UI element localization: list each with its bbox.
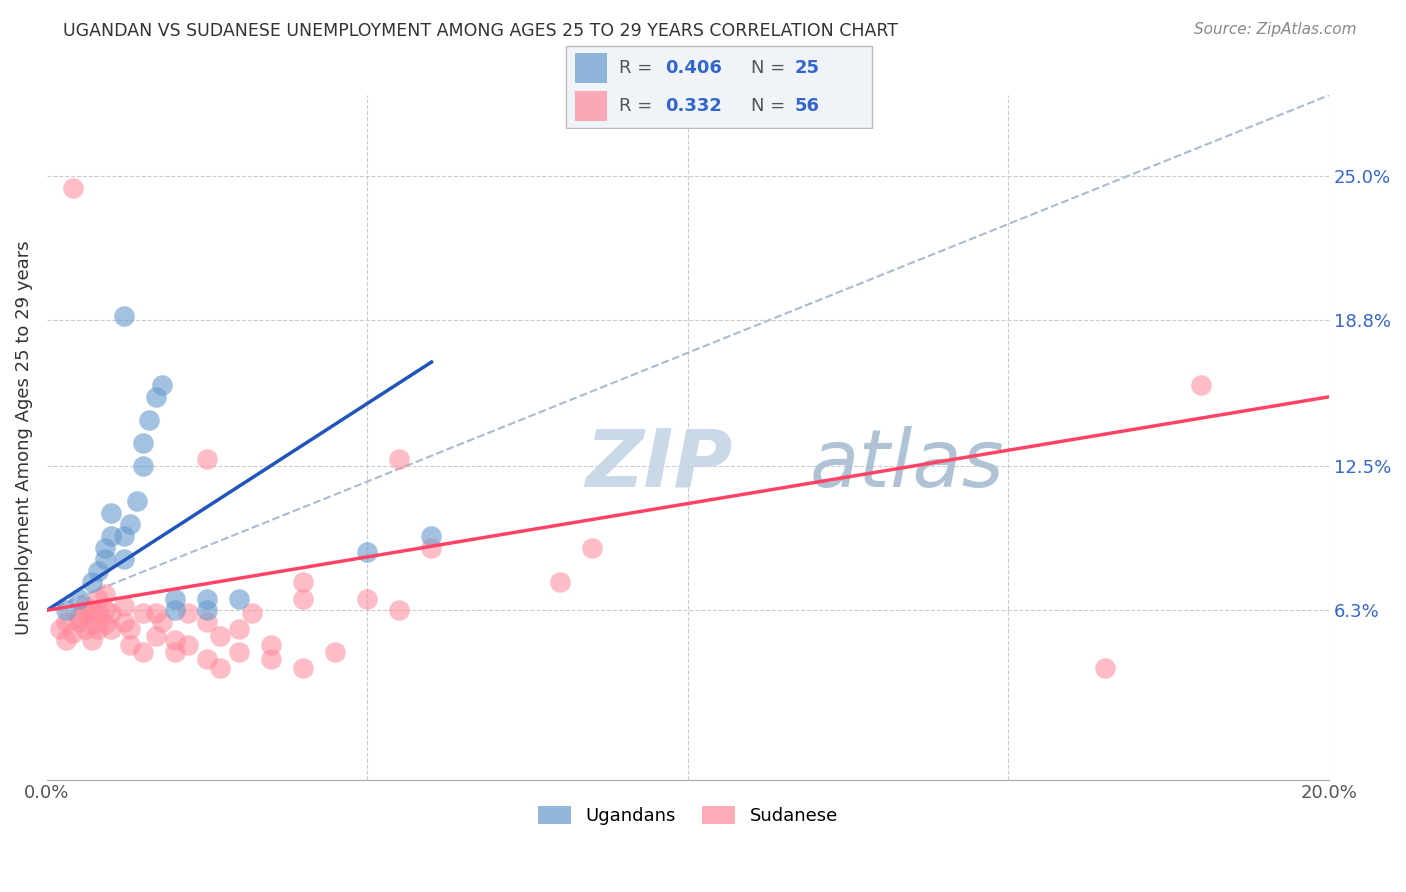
Point [55,603,77,617]
Text: N =: N = [751,97,790,115]
Point [80,603,103,617]
Point [93,603,115,617]
Point [420,529,443,543]
Point [195,591,218,606]
Point [1189,378,1212,392]
Point [100,506,122,520]
Point [165,603,187,617]
Text: R =: R = [619,97,658,115]
Point [93,541,115,555]
Point [195,603,218,617]
Point [87,606,110,620]
Point [80,617,103,632]
Point [112,529,135,543]
Point [150,615,173,629]
Point [67,610,90,624]
Point [165,633,187,648]
Point [150,378,173,392]
Point [93,552,115,566]
Point [62,626,84,640]
Text: N =: N = [751,59,790,77]
Point [80,575,103,590]
Point [195,615,218,629]
Point [132,436,155,450]
Point [93,587,115,601]
Point [112,615,135,629]
Text: atlas: atlas [810,425,1004,504]
Point [145,629,167,643]
Point [325,645,347,659]
Point [132,459,155,474]
Point [125,494,148,508]
Point [100,622,122,636]
Point [292,575,315,590]
Point [75,599,97,613]
Point [93,617,115,632]
Point [165,645,187,659]
Point [87,622,110,636]
Point [67,615,90,629]
Point [80,633,103,648]
Point [62,181,84,195]
Bar [575,91,607,120]
Point [112,309,135,323]
Point [581,541,603,555]
Point [1094,661,1116,675]
Point [75,622,97,636]
Point [548,575,571,590]
Text: Source: ZipAtlas.com: Source: ZipAtlas.com [1194,22,1357,37]
Point [55,633,77,648]
Point [75,606,97,620]
Point [120,517,142,532]
Point [145,606,167,620]
Point [420,541,443,555]
Point [177,606,200,620]
Bar [575,54,607,83]
Point [120,622,142,636]
Point [112,552,135,566]
Point [356,591,378,606]
Point [228,591,250,606]
Point [132,606,155,620]
FancyBboxPatch shape [565,46,872,128]
Y-axis label: Unemployment Among Ages 25 to 29 years: Unemployment Among Ages 25 to 29 years [15,240,32,635]
Text: 0.406: 0.406 [665,59,723,77]
Text: UGANDAN VS SUDANESE UNEMPLOYMENT AMONG AGES 25 TO 29 YEARS CORRELATION CHART: UGANDAN VS SUDANESE UNEMPLOYMENT AMONG A… [63,22,898,40]
Point [292,661,315,675]
Point [87,564,110,578]
Point [177,638,200,652]
Point [55,615,77,629]
Point [228,622,250,636]
Point [292,591,315,606]
Point [228,645,250,659]
Point [388,452,411,467]
Point [165,591,187,606]
Point [112,599,135,613]
Point [208,629,231,643]
Text: R =: R = [619,59,658,77]
Point [138,413,160,427]
Text: 56: 56 [794,97,820,115]
Point [240,606,263,620]
Point [145,390,167,404]
Point [132,645,155,659]
Text: 0.332: 0.332 [665,97,723,115]
Point [260,638,283,652]
Point [100,606,122,620]
Text: 25: 25 [794,59,820,77]
Point [67,591,90,606]
Legend: Ugandans, Sudanese: Ugandans, Sudanese [531,798,845,832]
Point [120,638,142,652]
Point [208,661,231,675]
Point [100,529,122,543]
Point [195,452,218,467]
Point [195,652,218,666]
Point [356,545,378,559]
Text: ZIP: ZIP [585,425,733,504]
Point [260,652,283,666]
Point [87,591,110,606]
Point [388,603,411,617]
Point [48,622,70,636]
